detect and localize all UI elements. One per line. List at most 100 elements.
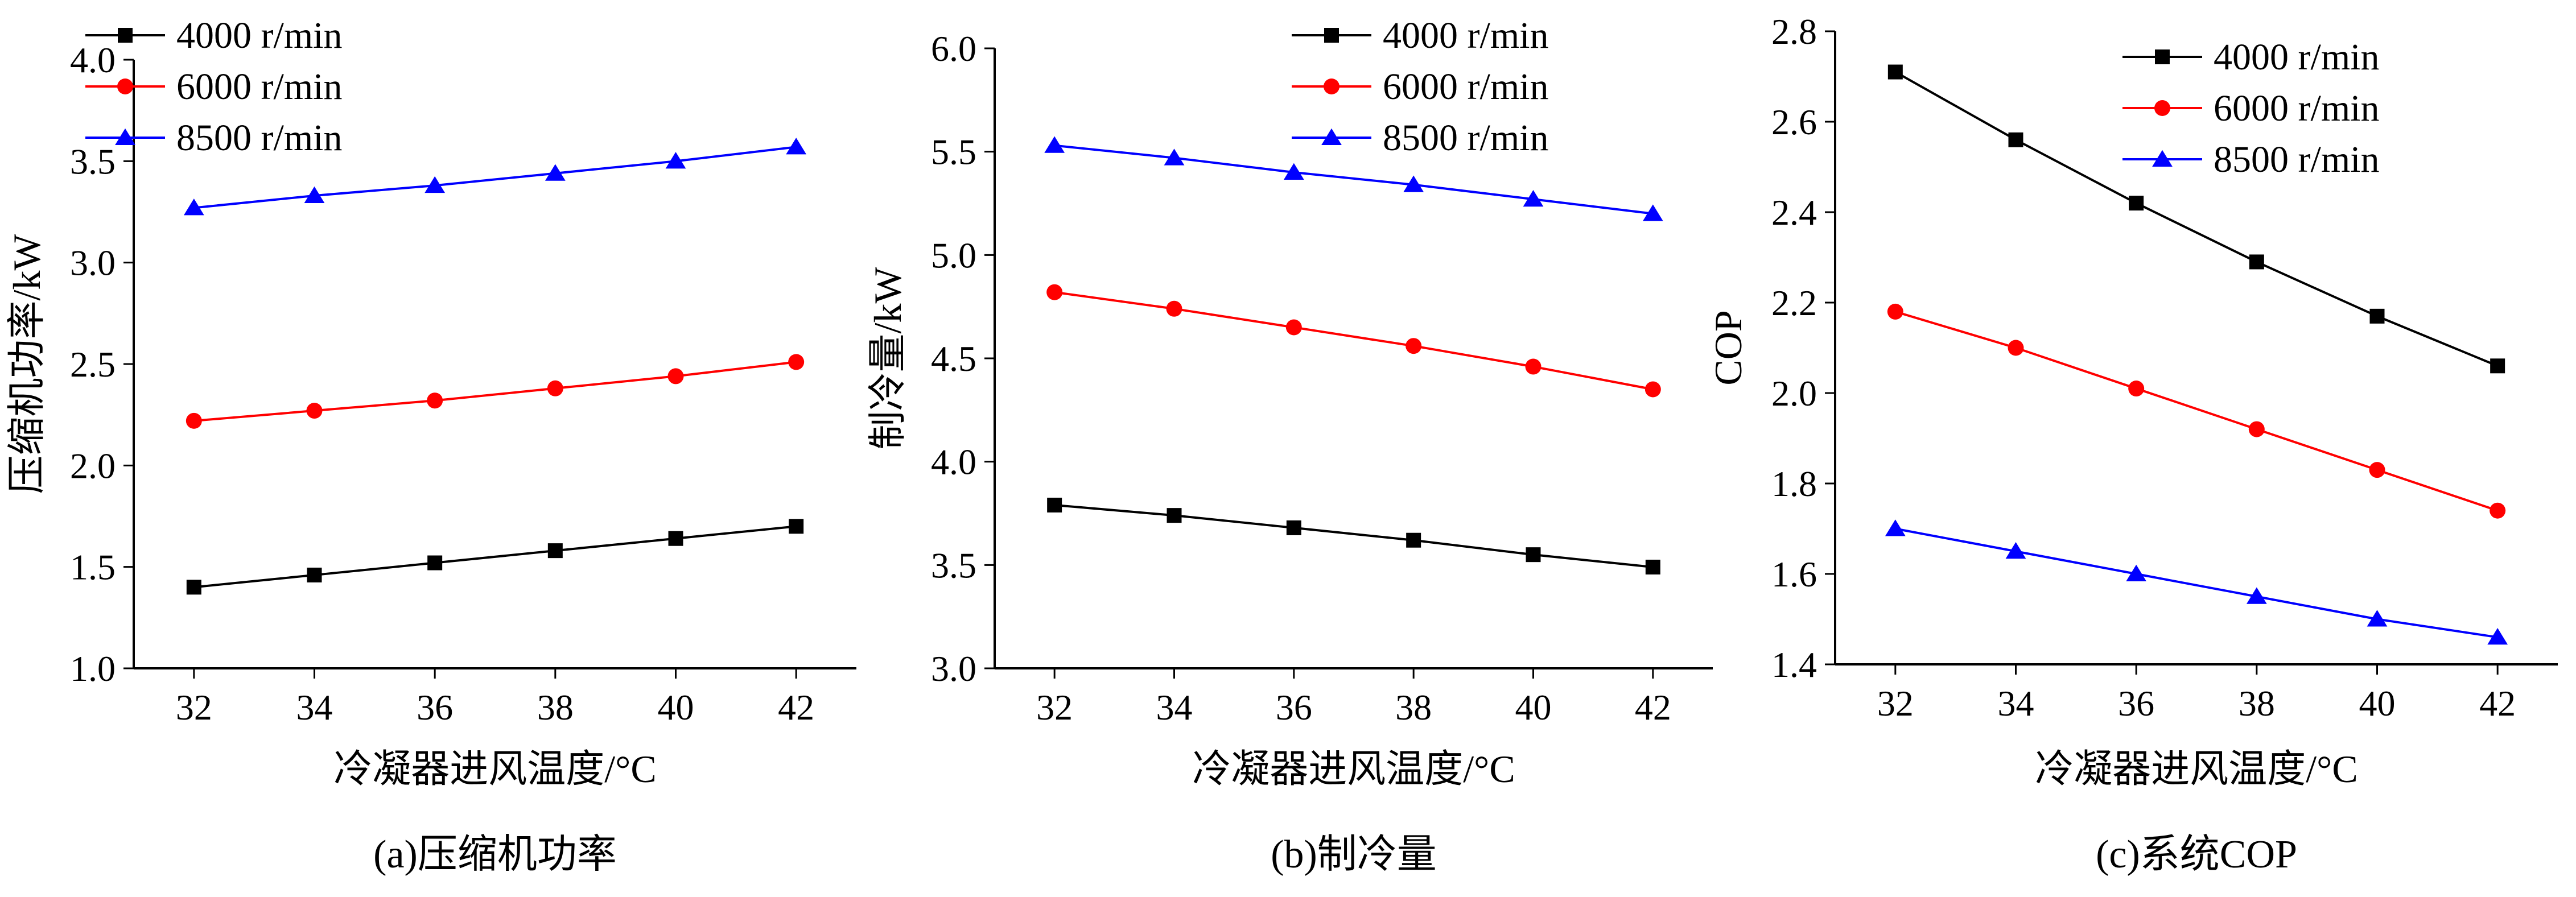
y-tick-label: 1.0 [70,648,116,689]
y-tick-label: 1.8 [1771,464,1817,504]
chart-panel-0: 1.0 1.5 2.0 2.5 3.0 3.5 4.0 32 34 36 38 40 42 冷凝器进风温度… [5,15,856,877]
data-point [1887,64,1903,80]
data-point [1403,175,1424,192]
data-point [1645,559,1660,574]
panel-caption: (b)制冷量 [1271,833,1437,877]
data-point [2246,587,2267,604]
legend-marker [2155,49,2170,64]
panel-caption: (a)压缩机功率 [373,833,617,877]
series-4000 [1887,64,2505,374]
x-tick-label: 32 [1877,683,1914,724]
series-8500 [183,138,807,216]
data-point [306,403,323,419]
data-point [1283,163,1304,180]
legend-marker [1324,78,1339,94]
x-tick-label: 38 [1395,687,1432,727]
x-tick-label: 42 [2479,683,2516,724]
x-tick-label: 40 [658,687,694,727]
data-point [2129,196,2144,211]
data-point [547,543,563,559]
y-tick-label: 5.0 [931,235,976,275]
data-point [183,199,204,216]
x-axis-title: 冷凝器进风温度/°C [333,747,656,791]
legend-entry: 6000 r/min [2122,88,2380,129]
legend-marker [1324,28,1339,43]
y-tick-label: 2.2 [1771,283,1817,323]
panel-caption: (c)系统COP [2096,833,2297,877]
legend-label: 4000 r/min [176,15,343,56]
data-point [2487,628,2508,645]
data-point [1406,338,1422,354]
data-point [427,555,443,571]
data-point [1044,136,1065,153]
legend-entry: 6000 r/min [1292,66,1549,108]
x-tick-label: 36 [1276,687,1312,727]
series-line [1054,144,1654,215]
data-point [545,164,566,181]
x-tick-label: 36 [417,687,453,727]
data-point [427,392,443,409]
y-axis-title: 压缩机功率/kW [5,234,48,494]
data-point [1166,300,1182,317]
data-point [1406,532,1421,548]
data-point [1167,508,1182,523]
data-point [2490,502,2506,519]
y-tick-label: 6.0 [931,28,976,69]
data-point [186,580,201,595]
y-tick-label: 3.5 [70,141,116,181]
y-tick-label: 2.8 [1771,11,1817,52]
data-point [1285,319,1302,336]
y-tick-label: 3.5 [931,545,976,585]
series-8500 [1885,519,2508,645]
y-tick-label: 5.5 [931,132,976,172]
x-tick-label: 40 [1515,687,1552,727]
y-tick-label: 1.4 [1771,644,1817,685]
legend-entry: 4000 r/min [2122,36,2380,78]
legend-label: 6000 r/min [2214,88,2380,129]
legend-entry: 4000 r/min [1292,15,1549,56]
y-tick-label: 3.0 [931,648,976,689]
x-tick-label: 32 [176,687,212,727]
data-point [1644,381,1661,398]
chart-panel-1: 3.0 3.5 4.0 4.5 5.0 5.5 6.0 32 34 36 38 40 42 冷凝器进风温度… [866,15,1713,877]
series-line [1054,291,1654,391]
y-tick-label: 4.5 [931,338,976,379]
x-tick-label: 34 [1998,683,2034,724]
x-tick-label: 38 [2239,683,2275,724]
data-point [2369,462,2385,478]
legend-marker [117,78,133,94]
data-point [304,186,325,203]
x-tick-label: 42 [778,687,814,727]
legend-label: 4000 r/min [2214,36,2380,78]
data-point [1046,284,1063,300]
data-point [1525,358,1542,375]
y-tick-label: 2.0 [70,445,116,486]
x-tick-label: 36 [2118,683,2154,724]
legend-entry: 6000 r/min [85,66,343,108]
legend-marker [115,128,135,145]
data-point [1642,204,1663,221]
x-tick-label: 34 [296,687,333,727]
y-axis-title: COP [1707,310,1750,385]
legend-marker [1321,128,1342,145]
data-point [665,152,686,169]
x-tick-label: 42 [1635,687,1671,727]
y-tick-label: 3.0 [70,243,116,283]
legend-label: 6000 r/min [1383,66,1549,108]
data-point [2005,542,2026,559]
legend-marker [2154,100,2170,116]
legend-marker [2152,150,2173,167]
data-point [667,368,684,385]
data-point [1523,189,1544,207]
data-point [1286,520,1301,535]
series-6000 [1887,303,2506,519]
y-tick-label: 1.6 [1771,554,1817,594]
legend-label: 4000 r/min [1383,15,1549,56]
data-point [2128,381,2145,397]
data-point [1885,519,1906,536]
series-8500 [1044,136,1663,221]
y-tick-label: 4.0 [70,40,116,80]
series-6000 [186,354,805,429]
legend-entry: 8500 r/min [1292,117,1549,159]
